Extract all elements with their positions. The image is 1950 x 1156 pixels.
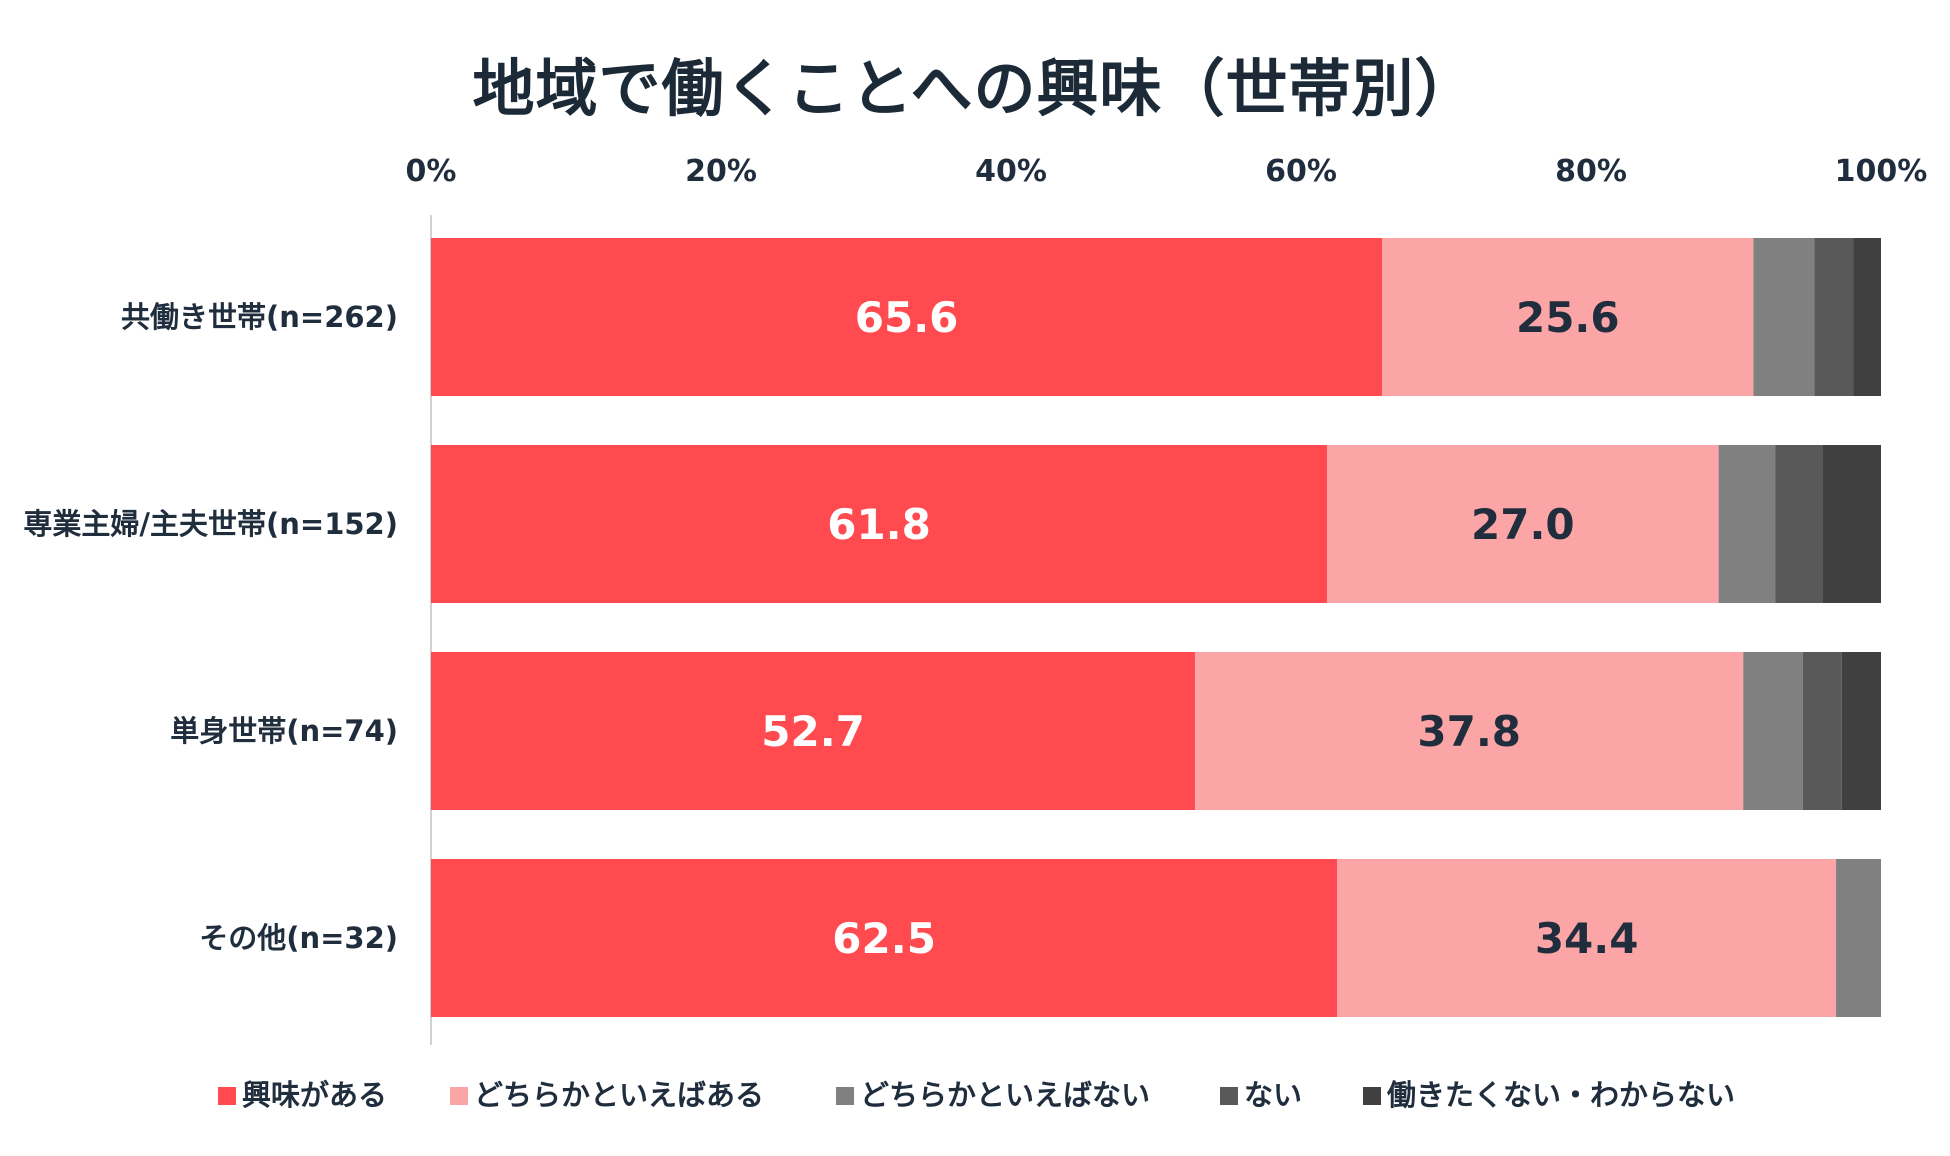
bar-segment-2 — [1382, 238, 1754, 396]
legend-swatch-4 — [1220, 1087, 1238, 1105]
x-tick-label-20: 20% — [685, 154, 757, 189]
data-label: 65.6 — [855, 293, 959, 342]
legend-label-4: ない — [1244, 1078, 1302, 1112]
data-label: 52.7 — [761, 707, 865, 756]
bar-segment-1 — [431, 652, 1196, 810]
data-label: 37.8 — [1417, 707, 1521, 756]
bar-segment-3 — [1718, 445, 1776, 603]
chart-title: 地域で働くことへの興味（世帯別） — [472, 52, 1478, 125]
legend-label-3: どちらかといえばない — [860, 1078, 1150, 1112]
bar-segment-2 — [1327, 445, 1719, 603]
legend-swatch-1 — [218, 1087, 236, 1105]
bar-segment-1 — [431, 445, 1328, 603]
x-tick-label-80: 80% — [1555, 154, 1627, 189]
category-label: 単身世帯(n=74) — [170, 714, 398, 748]
data-label: 25.6 — [1516, 293, 1620, 342]
legend-swatch-3 — [836, 1087, 854, 1105]
bar-segment-3 — [1753, 238, 1815, 396]
bar-segment-5 — [1823, 445, 1881, 603]
legend-label-5: 働きたくない・わからない — [1386, 1078, 1735, 1112]
legend-label-2: どちらかといえばある — [474, 1078, 764, 1112]
legend-swatch-2 — [450, 1087, 468, 1105]
category-label: 専業主婦/主夫世帯(n=152) — [23, 507, 398, 541]
bars: 共働き世帯(n=262) 65.6 25.6 専業主婦/主夫世帯(n=152) 61.8… — [23, 238, 1881, 1017]
bar-segment-2 — [1195, 652, 1744, 810]
bar-segment-3 — [1836, 859, 1881, 1017]
x-tick-label-100: 100% — [1835, 154, 1928, 189]
bar-segment-2 — [1337, 859, 1837, 1017]
bar-segment-4 — [1775, 445, 1823, 603]
x-tick-label-60: 60% — [1265, 154, 1337, 189]
bar-segment-1 — [431, 238, 1383, 396]
x-axis: 0% 20% 40% 60% 80% 100% — [406, 154, 1928, 189]
legend: 興味がある どちらかといえばある どちらかといえばない ない 働きたくない・わからない — [218, 1078, 1735, 1112]
data-label: 27.0 — [1471, 500, 1575, 549]
bar-segment-3 — [1743, 652, 1803, 810]
bar-segment-1 — [431, 859, 1338, 1017]
category-label: その他(n=32) — [199, 921, 398, 955]
category-label: 共働き世帯(n=262) — [121, 300, 398, 334]
legend-swatch-5 — [1363, 1087, 1381, 1105]
data-label: 62.5 — [832, 914, 936, 963]
data-label: 61.8 — [827, 500, 931, 549]
legend-label-1: 興味がある — [242, 1078, 387, 1112]
x-tick-label-40: 40% — [975, 154, 1047, 189]
bar-segment-5 — [1853, 238, 1881, 396]
data-label: 34.4 — [1535, 914, 1639, 963]
bar-segment-4 — [1814, 238, 1854, 396]
bar-segment-5 — [1841, 652, 1881, 810]
bar-segment-4 — [1802, 652, 1842, 810]
x-tick-label-0: 0% — [406, 154, 457, 189]
